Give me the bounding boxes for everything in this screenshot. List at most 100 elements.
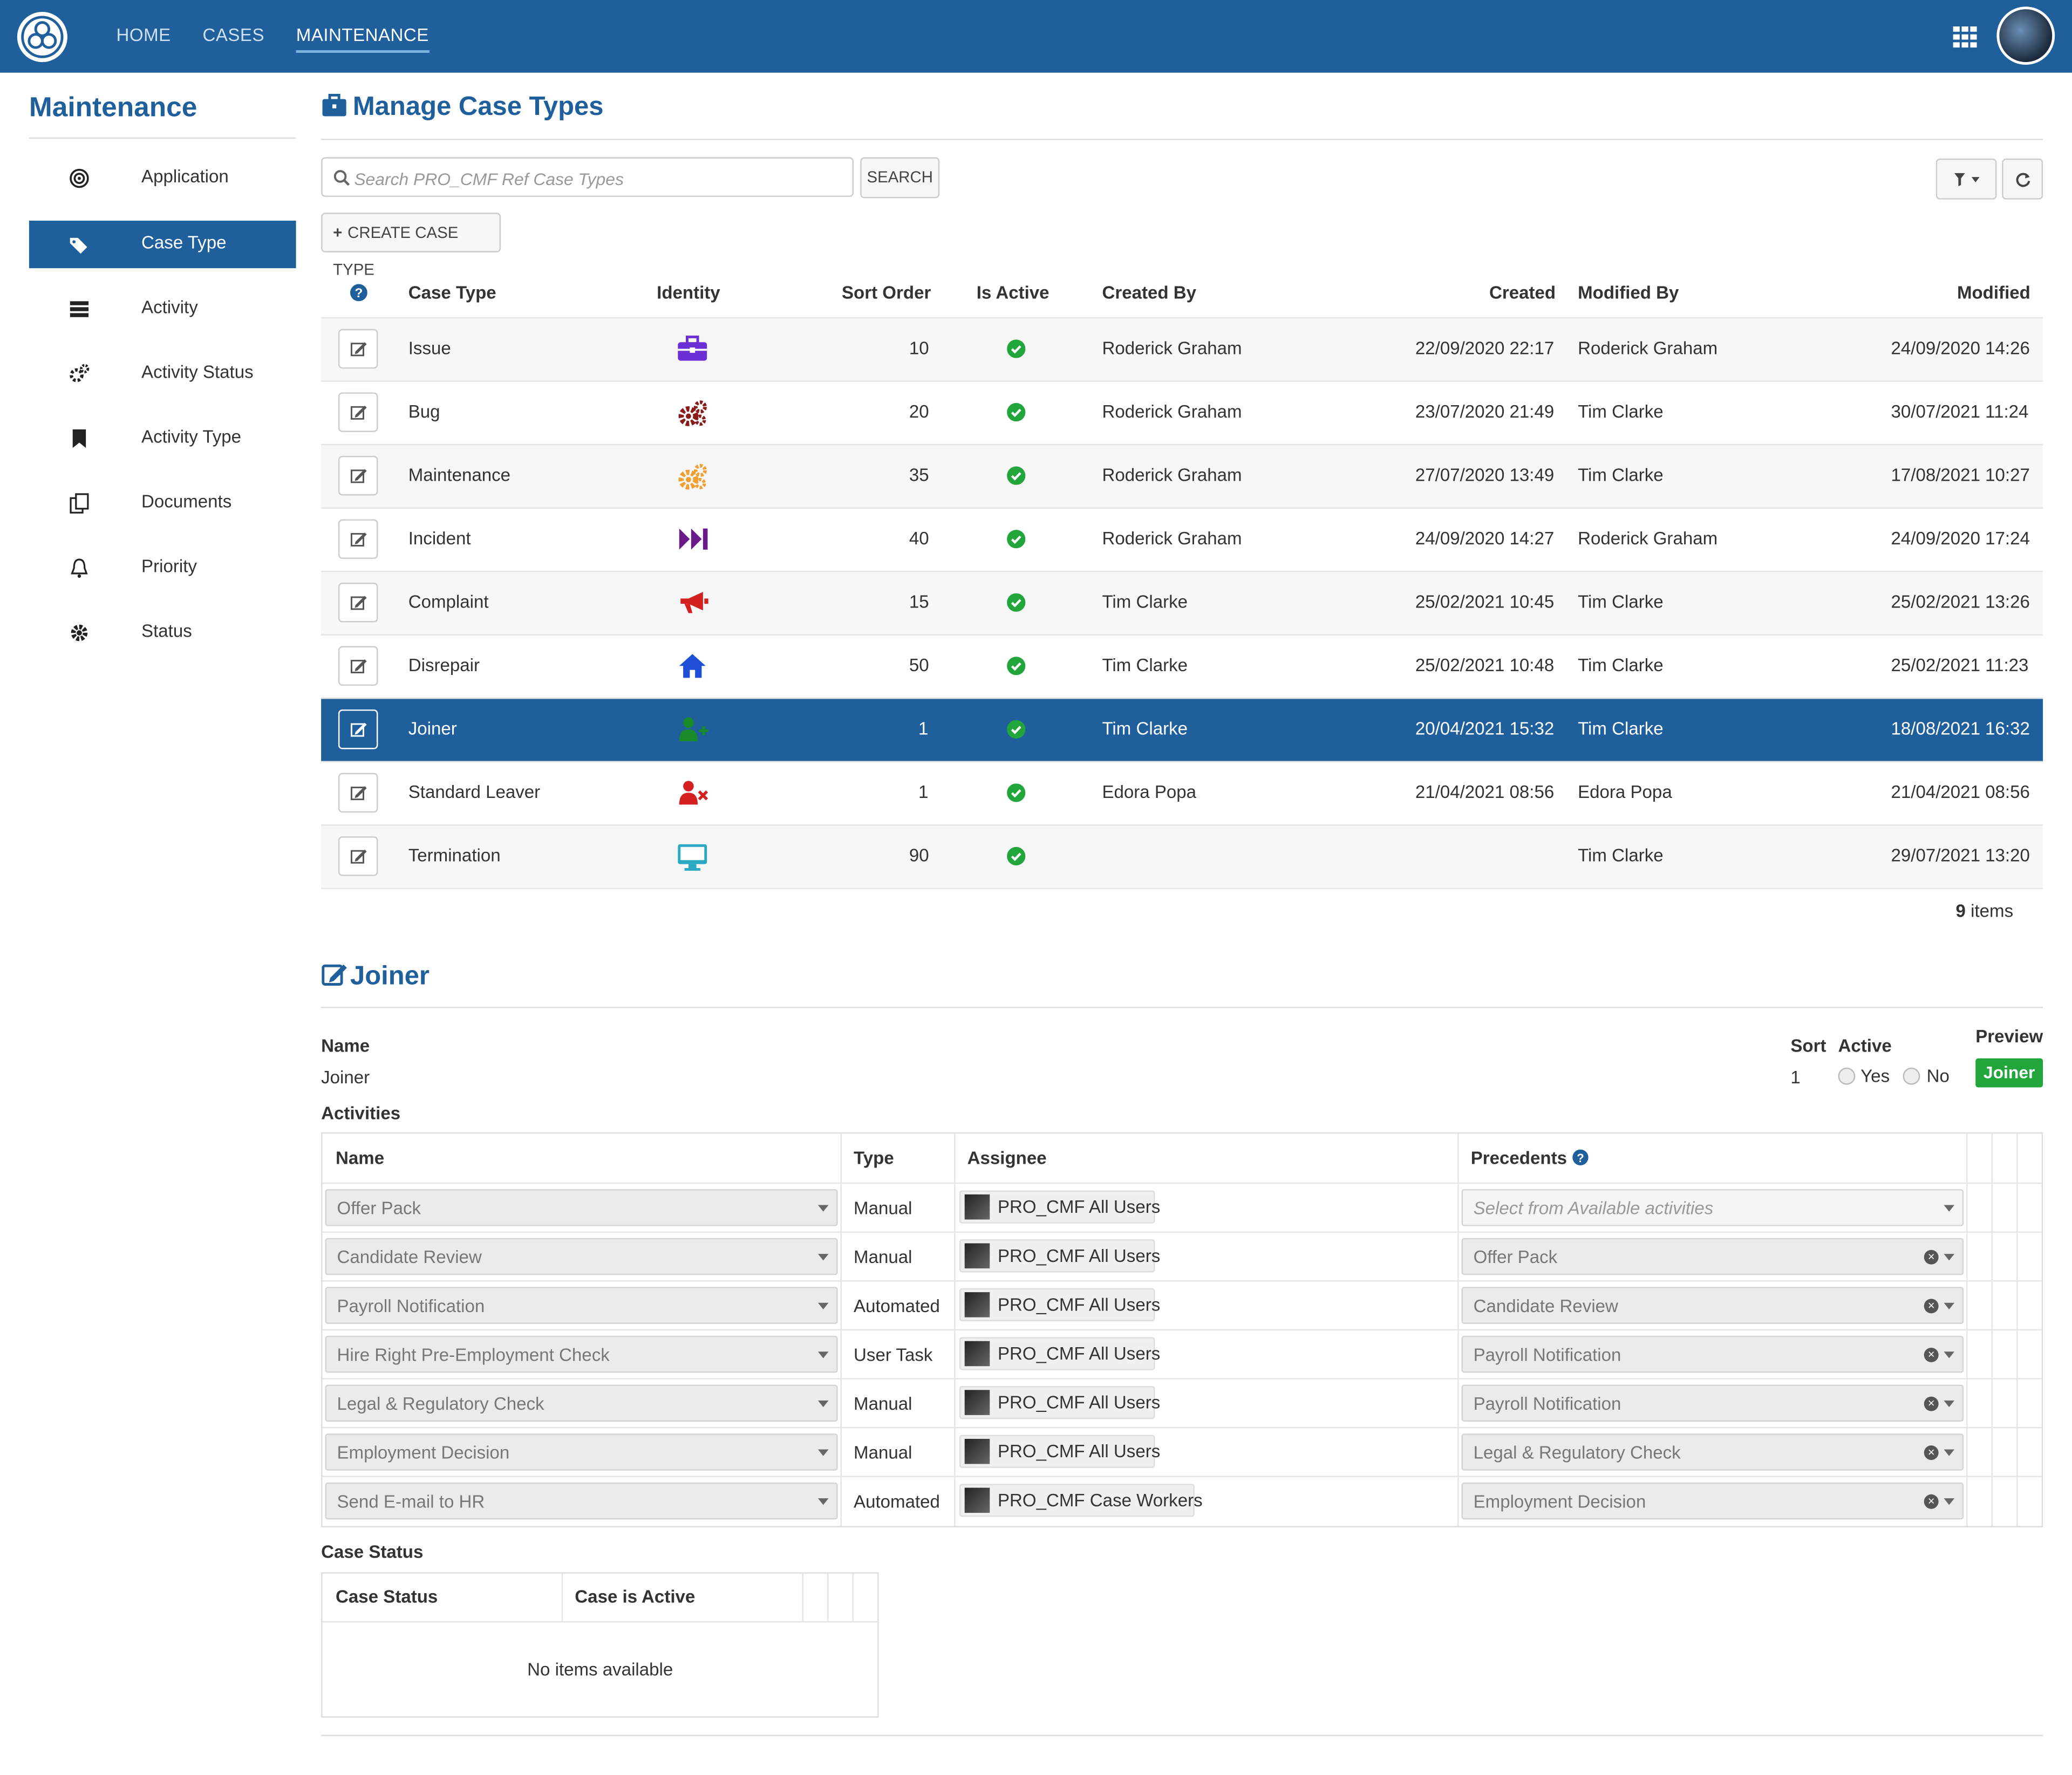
- sidebar-item-application[interactable]: Application: [29, 155, 296, 202]
- clear-icon[interactable]: ×: [1924, 1494, 1939, 1509]
- search-button[interactable]: SEARCH: [860, 157, 940, 199]
- modified-date: 24/09/2020 14:26: [1891, 338, 2030, 358]
- col-created[interactable]: Created: [1489, 283, 1556, 303]
- refresh-button[interactable]: [2002, 158, 2043, 200]
- activity-name-select[interactable]: Hire Right Pre-Employment Check: [325, 1335, 838, 1373]
- assignee-tag[interactable]: PRO_CMF All Users: [959, 1385, 1160, 1419]
- edit-button[interactable]: [338, 709, 378, 749]
- table-row[interactable]: Incident 40 Roderick Graham 24/09/2020 1…: [321, 507, 2043, 571]
- bullseye-icon: [70, 168, 89, 188]
- edit-button[interactable]: [338, 646, 378, 686]
- app-logo[interactable]: [17, 12, 67, 63]
- edit-button[interactable]: [338, 392, 378, 432]
- clear-icon[interactable]: ×: [1924, 1347, 1939, 1362]
- assignee-tag[interactable]: PRO_CMF All Users: [959, 1239, 1160, 1273]
- clear-icon[interactable]: ×: [1924, 1445, 1939, 1460]
- created-by: Roderick Graham: [1102, 528, 1242, 549]
- table-row[interactable]: Standard Leaver 1 Edora Popa 21/04/2021 …: [321, 761, 2043, 825]
- activity-name-select[interactable]: Candidate Review: [325, 1238, 838, 1275]
- activity-name-select[interactable]: Send E-mail to HR: [325, 1482, 838, 1520]
- sidebar-item-priority[interactable]: Priority: [29, 544, 296, 592]
- case-status-table: Case Status Case is Active No items avai…: [321, 1572, 879, 1718]
- assignee-tag[interactable]: PRO_CMF All Users: [959, 1435, 1160, 1468]
- user-avatar[interactable]: [1996, 6, 2055, 65]
- precedents-select[interactable]: Payroll Notification ×: [1461, 1384, 1964, 1422]
- precedents-select[interactable]: Employment Decision ×: [1461, 1482, 1964, 1520]
- precedent-value: Employment Decision: [1473, 1491, 1646, 1512]
- precedents-select[interactable]: Candidate Review ×: [1461, 1287, 1964, 1324]
- active-no-radio[interactable]: [1903, 1067, 1920, 1085]
- sidebar-item-status[interactable]: Status: [29, 609, 296, 657]
- act-col-precedents: Precedents ?: [1471, 1148, 1588, 1168]
- precedents-select[interactable]: Legal & Regulatory Check ×: [1461, 1433, 1964, 1471]
- edit-button[interactable]: [338, 836, 378, 876]
- nav-maintenance[interactable]: MAINTENANCE: [296, 25, 429, 53]
- activity-name-select[interactable]: Payroll Notification: [325, 1287, 838, 1324]
- assignee-tag[interactable]: PRO_CMF Case Workers: [959, 1484, 1203, 1517]
- clear-icon[interactable]: ×: [1924, 1250, 1939, 1265]
- edit-button[interactable]: [338, 519, 378, 559]
- column-divider: [852, 1573, 854, 1621]
- activity-name-select[interactable]: Offer Pack: [325, 1189, 838, 1226]
- assignee-name: PRO_CMF All Users: [997, 1441, 1161, 1462]
- edit-button[interactable]: [338, 583, 378, 623]
- table-row[interactable]: Issue 10 Roderick Graham 22/09/2020 22:1…: [321, 317, 2043, 381]
- assignee-tag[interactable]: PRO_CMF All Users: [959, 1190, 1160, 1224]
- assignee-tag[interactable]: PRO_CMF All Users: [959, 1288, 1160, 1321]
- clear-icon[interactable]: ×: [1924, 1396, 1939, 1411]
- chevron-down-icon: [1944, 1302, 1955, 1309]
- col-modified[interactable]: Modified: [1957, 283, 2030, 303]
- table-row[interactable]: Maintenance 35 Roderick Graham 27/07/202…: [321, 443, 2043, 508]
- precedents-select[interactable]: Payroll Notification ×: [1461, 1335, 1964, 1373]
- sidebar-item-activity[interactable]: Activity: [29, 285, 296, 333]
- case-type-name: Joiner: [408, 719, 457, 739]
- edit-icon: [350, 342, 367, 357]
- sidebar-item-label: Activity Type: [141, 427, 242, 447]
- filter-button[interactable]: [1935, 158, 1997, 200]
- sidebar-item-activity-status[interactable]: Activity Status: [29, 350, 296, 398]
- activity-name-select[interactable]: Legal & Regulatory Check: [325, 1384, 838, 1422]
- col-is-active[interactable]: Is Active: [976, 283, 1049, 303]
- chevron-down-icon: [817, 1449, 829, 1456]
- create-case-type-button[interactable]: + CREATE CASE TYPE: [321, 213, 501, 279]
- edit-button[interactable]: [338, 329, 378, 369]
- edit-button[interactable]: [338, 455, 378, 496]
- edit-button[interactable]: [338, 773, 378, 813]
- precedent-value: Legal & Regulatory Check: [1473, 1443, 1681, 1463]
- table-row[interactable]: Termination 90 Tim Clarke 29/07/2021 13:…: [321, 824, 2043, 890]
- col-modified-by[interactable]: Modified By: [1578, 283, 1679, 303]
- col-sort-order[interactable]: Sort Order: [842, 283, 931, 303]
- sidebar-item-activity-type[interactable]: Activity Type: [29, 415, 296, 462]
- sidebar-item-label: Priority: [141, 556, 197, 576]
- bullhorn-icon: [680, 592, 708, 613]
- table-row[interactable]: Bug 20 Roderick Graham 23/07/2020 21:49 …: [321, 380, 2043, 444]
- col-created-by[interactable]: Created By: [1102, 283, 1197, 303]
- chevron-down-icon: [1944, 1498, 1955, 1505]
- created-date: 24/09/2020 14:27: [1415, 528, 1555, 549]
- case-type-name: Disrepair: [408, 655, 480, 675]
- list-icon: [70, 301, 89, 317]
- col-identity[interactable]: Identity: [657, 283, 720, 303]
- nav-cases[interactable]: CASES: [202, 25, 265, 45]
- precedents-select[interactable]: Offer Pack ×: [1461, 1238, 1964, 1275]
- table-row[interactable]: Complaint 15 Tim Clarke 25/02/2021 10:45…: [321, 570, 2043, 634]
- created-by: Roderick Graham: [1102, 465, 1242, 485]
- activity-name-select[interactable]: Employment Decision: [325, 1433, 838, 1471]
- assignee-tag[interactable]: PRO_CMF All Users: [959, 1337, 1160, 1370]
- help-icon[interactable]: ?: [350, 284, 367, 302]
- modified-by: Roderick Graham: [1578, 338, 1718, 358]
- sidebar-item-documents[interactable]: Documents: [29, 480, 296, 527]
- precedents-select[interactable]: Select from Available activities: [1461, 1189, 1964, 1226]
- table-row-selected[interactable]: Joiner 1 Tim Clarke 20/04/2021 15:32 Tim…: [321, 698, 2043, 761]
- sidebar-item-case-type[interactable]: Case Type: [29, 220, 296, 269]
- apps-grid-icon[interactable]: [1953, 26, 1977, 48]
- help-icon[interactable]: ?: [1572, 1149, 1588, 1166]
- table-row[interactable]: Disrepair 50 Tim Clarke 25/02/2021 10:48…: [321, 634, 2043, 698]
- active-yes-radio[interactable]: [1838, 1067, 1856, 1085]
- search-input[interactable]: Search PRO_CMF Ref Case Types: [321, 157, 854, 197]
- svg-text:?: ?: [1576, 1151, 1583, 1165]
- nav-home[interactable]: HOME: [116, 25, 171, 45]
- clear-icon[interactable]: ×: [1924, 1299, 1939, 1314]
- col-case-type[interactable]: Case Type: [408, 283, 496, 303]
- column-divider: [561, 1573, 563, 1621]
